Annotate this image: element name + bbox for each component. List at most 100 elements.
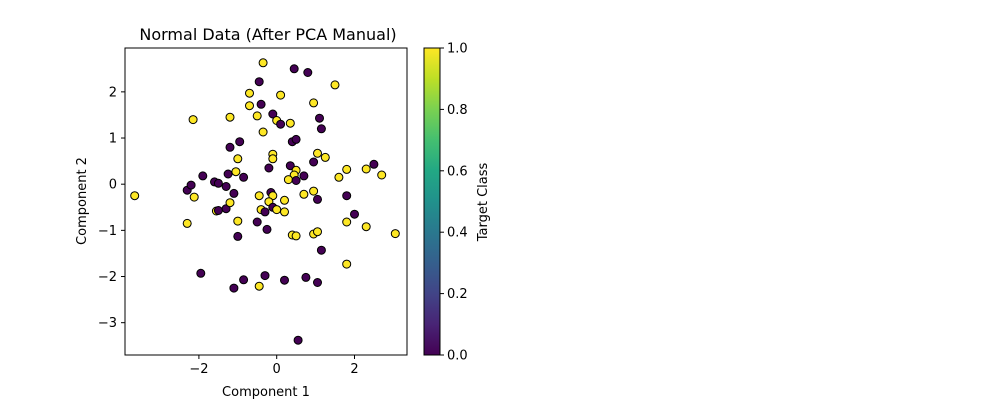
data-point [303, 68, 313, 77]
data-point [334, 172, 344, 182]
data-point [189, 192, 199, 202]
colorbar-ticks: 0.0 0.2 0.4 0.6 0.8 1.0 [440, 42, 468, 364]
data-point [285, 161, 295, 171]
colorbar-tick-label: 1.0 [447, 42, 468, 57]
y-tick-label: −1 [98, 224, 117, 239]
data-point [252, 217, 262, 227]
data-point [291, 176, 301, 185]
data-point [213, 206, 223, 215]
y-tick-label: 1 [109, 132, 117, 147]
data-point [221, 182, 231, 191]
data-point [350, 209, 359, 219]
data-point [309, 98, 319, 108]
scatter-points [130, 58, 400, 345]
data-point [315, 113, 324, 123]
data-point [342, 217, 352, 227]
colorbar-tick-label: 0.2 [447, 287, 468, 302]
chart-title: Normal Data (After PCA Manual) [139, 25, 396, 44]
data-point [239, 275, 249, 285]
data-point [198, 171, 208, 181]
data-point [299, 171, 309, 181]
data-point [320, 152, 330, 162]
data-point [280, 275, 289, 285]
data-point [280, 195, 289, 205]
data-point [276, 90, 286, 100]
data-point [196, 268, 206, 278]
data-point [260, 271, 270, 281]
data-point [390, 229, 400, 239]
colorbar-tick-label: 0.8 [447, 103, 468, 118]
y-tick-label: −3 [98, 316, 117, 331]
data-point [225, 198, 235, 208]
data-point [293, 335, 303, 345]
data-point [254, 281, 264, 291]
y-tick-label: 2 [109, 85, 117, 100]
colorbar [423, 47, 441, 356]
colorbar-tick-label: 0.4 [447, 226, 468, 241]
data-point [342, 191, 352, 201]
data-point [233, 231, 243, 241]
data-point [276, 119, 286, 129]
colorbar-label: Target Class [476, 163, 491, 243]
colorbar-tick-label: 0.0 [447, 349, 468, 364]
data-point [313, 194, 322, 204]
y-tick-label: 0 [109, 178, 117, 193]
data-point [291, 231, 301, 241]
colorbar-tick-label: 0.6 [447, 164, 468, 179]
data-point [229, 283, 239, 293]
data-point [289, 64, 299, 74]
data-point [188, 115, 198, 125]
data-point [233, 216, 243, 226]
data-point [223, 169, 233, 179]
data-point [291, 134, 301, 144]
data-point [316, 245, 326, 255]
data-point [182, 218, 192, 228]
data-point [369, 159, 379, 169]
data-point [260, 207, 270, 217]
data-point [313, 148, 322, 158]
data-point [225, 142, 235, 152]
data-point [233, 154, 243, 164]
x-tick-label: 2 [350, 362, 358, 377]
data-point [225, 112, 235, 122]
data-point [268, 154, 278, 164]
data-point [245, 101, 254, 111]
data-point [342, 164, 352, 174]
data-point [252, 111, 262, 121]
x-axis: −2 0 2 [189, 355, 359, 377]
data-point [272, 205, 282, 215]
x-tick-label: −2 [189, 362, 208, 377]
data-point [229, 188, 239, 198]
x-axis-label: Component 1 [222, 385, 310, 400]
data-point [309, 186, 319, 196]
data-point [377, 170, 387, 180]
data-point [186, 180, 196, 190]
data-point [213, 178, 223, 188]
data-point [239, 172, 249, 182]
data-point [283, 175, 293, 185]
data-point [256, 99, 266, 109]
data-point [301, 272, 311, 282]
data-point [268, 109, 278, 119]
y-axis: −3 −2 −1 0 1 2 [98, 85, 125, 331]
data-point [309, 157, 319, 167]
y-axis-label: Component 2 [75, 157, 90, 245]
data-point [342, 259, 352, 269]
data-point [130, 191, 140, 201]
data-point [262, 224, 272, 234]
data-point [258, 58, 268, 68]
data-point [313, 278, 322, 287]
data-point [299, 189, 309, 199]
data-point [245, 88, 254, 98]
data-point [254, 191, 264, 201]
data-point [235, 137, 245, 147]
data-point [264, 163, 274, 173]
data-point [280, 207, 289, 217]
data-point [231, 167, 241, 177]
y-tick-label: −2 [98, 270, 117, 285]
data-point [313, 227, 322, 237]
data-point [316, 124, 326, 134]
data-point [361, 164, 371, 174]
x-tick-label: 0 [273, 362, 281, 377]
